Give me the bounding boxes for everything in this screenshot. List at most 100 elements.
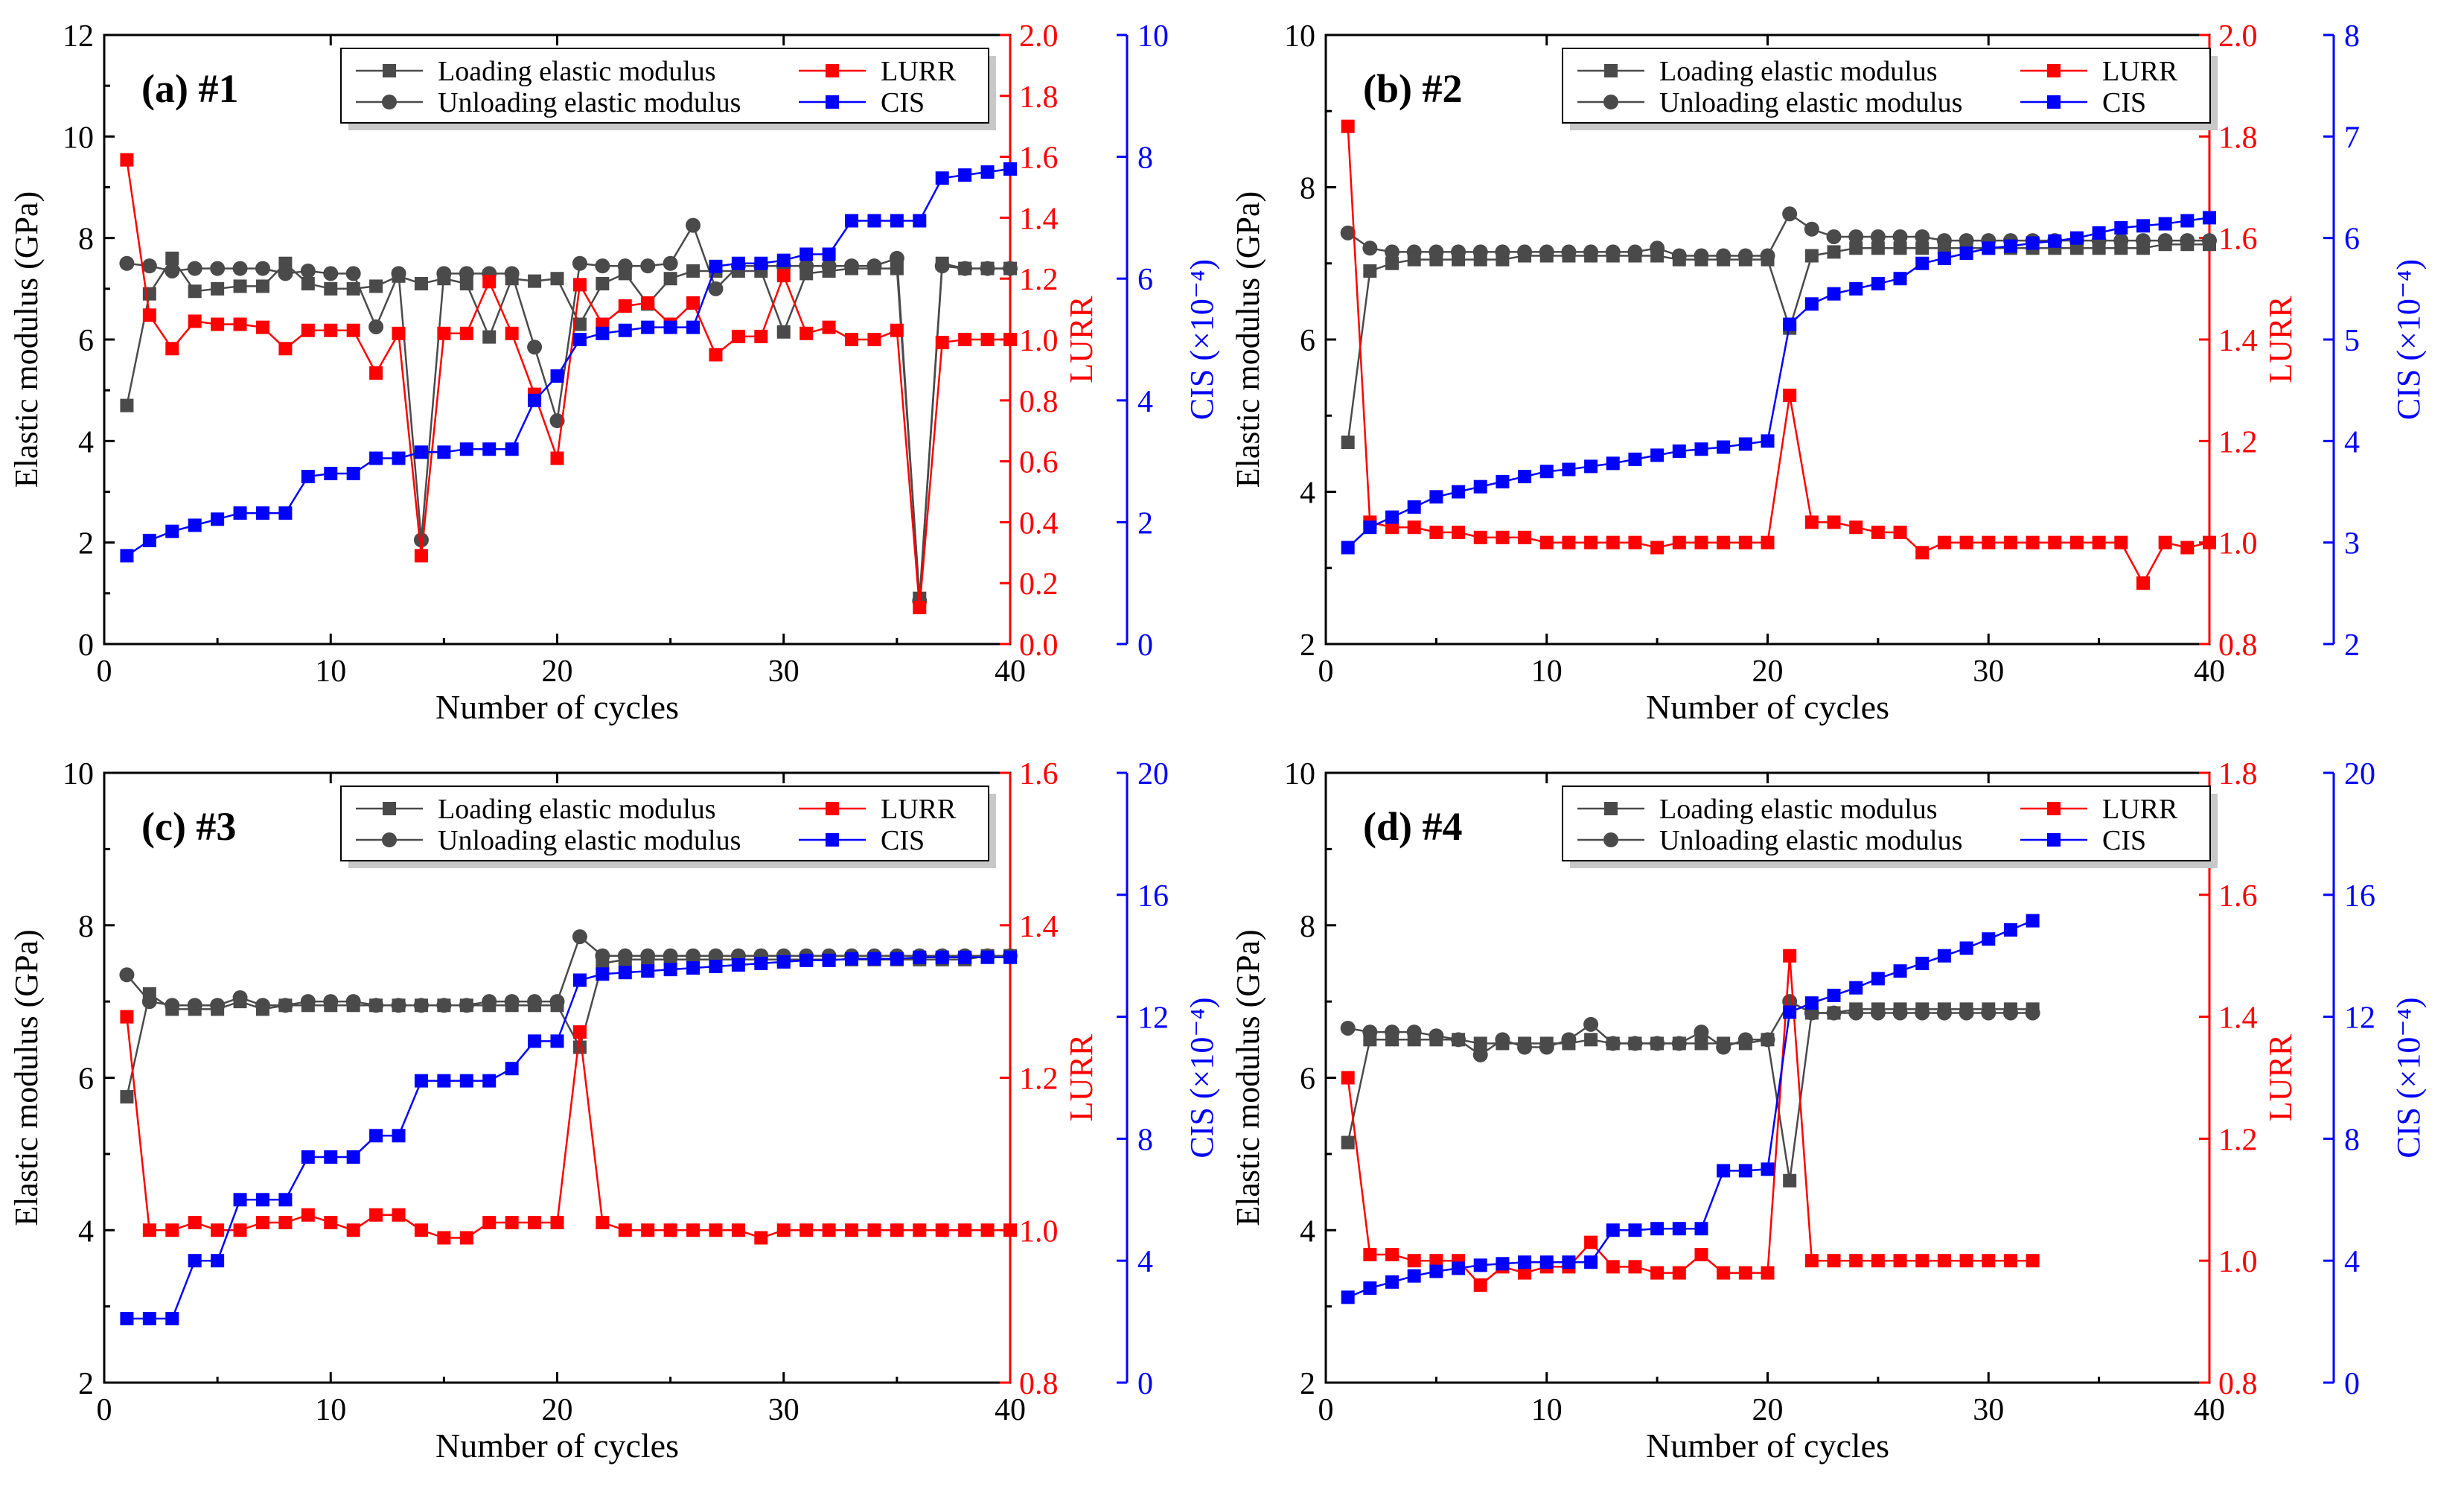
legend-label-loading: Loading elastic modulus bbox=[438, 56, 716, 87]
series-point-2 bbox=[392, 326, 406, 340]
series-point-1 bbox=[1451, 1032, 1466, 1048]
series-point-3 bbox=[550, 1034, 564, 1048]
series-point-1 bbox=[1870, 1005, 1886, 1021]
series-point-3 bbox=[799, 247, 814, 261]
series-point-3 bbox=[505, 1062, 519, 1076]
series-point-1 bbox=[640, 258, 656, 274]
series-point-1 bbox=[708, 281, 724, 296]
y-left-tick-label: 6 bbox=[1300, 324, 1315, 358]
series-point-2 bbox=[1539, 535, 1554, 549]
series-point-1 bbox=[2135, 233, 2151, 249]
series-point-1 bbox=[2113, 233, 2129, 249]
legend-box bbox=[1562, 48, 2211, 124]
series-point-1 bbox=[1650, 1036, 1665, 1051]
series-point-2 bbox=[1518, 1266, 1532, 1280]
cis-tick-label: 20 bbox=[1137, 757, 1169, 791]
series-point-2 bbox=[1871, 526, 1885, 540]
series-point-2 bbox=[528, 1216, 542, 1230]
x-tick-label: 30 bbox=[1973, 1393, 2004, 1427]
series-point-1 bbox=[799, 258, 814, 274]
series-point-3 bbox=[754, 256, 768, 270]
series-point-1 bbox=[572, 929, 587, 945]
series-point-3 bbox=[1650, 1222, 1665, 1236]
series-point-2 bbox=[686, 296, 700, 310]
legend-label-lurr: LURR bbox=[881, 794, 957, 825]
lurr-tick-label: 1.8 bbox=[2218, 757, 2258, 791]
lurr-tick-label: 0.8 bbox=[2218, 1367, 2258, 1401]
series-point-3 bbox=[1761, 434, 1775, 448]
series-point-2 bbox=[2026, 535, 2040, 549]
panel-label: (b) #2 bbox=[1363, 66, 1463, 111]
cis-tick-label: 7 bbox=[2344, 121, 2360, 155]
series-point-2 bbox=[1871, 1254, 1885, 1268]
series-point-1 bbox=[413, 998, 429, 1013]
cis-tick-label: 8 bbox=[2344, 19, 2360, 54]
series-point-1 bbox=[844, 258, 860, 274]
series-point-1 bbox=[934, 258, 950, 274]
x-tick-label: 0 bbox=[97, 1393, 112, 1427]
series-point-2 bbox=[1606, 535, 1620, 549]
x-axis-title: Number of cycles bbox=[435, 1427, 679, 1465]
series-point-1 bbox=[2180, 233, 2195, 249]
series-point-2 bbox=[867, 1223, 881, 1237]
series-point-1 bbox=[1650, 240, 1665, 256]
legend-label-unloading: Unloading elastic modulus bbox=[438, 87, 741, 118]
series-point-0 bbox=[459, 277, 473, 291]
series-point-3 bbox=[188, 518, 202, 532]
series-point-2 bbox=[1804, 1254, 1819, 1268]
series-point-3 bbox=[890, 952, 904, 966]
series-point-1 bbox=[345, 994, 361, 1010]
series-point-3 bbox=[2114, 221, 2128, 235]
series-point-0 bbox=[1385, 256, 1399, 270]
series-point-3 bbox=[1606, 1223, 1620, 1237]
y-left-tick-label: 6 bbox=[78, 324, 94, 358]
series-point-2 bbox=[324, 1216, 338, 1230]
lurr-tick-label: 0.8 bbox=[1019, 385, 1059, 419]
series-point-1 bbox=[1716, 1039, 1731, 1055]
series-point-3 bbox=[1473, 479, 1487, 494]
series-point-0 bbox=[369, 279, 383, 293]
series-point-1 bbox=[663, 255, 678, 271]
series-point-3 bbox=[1385, 1275, 1399, 1289]
series-point-3 bbox=[324, 1150, 338, 1164]
series-point-3 bbox=[459, 442, 473, 456]
legend-marker-unloading bbox=[1603, 95, 1618, 109]
series-point-2 bbox=[1407, 1254, 1421, 1268]
series-point-2 bbox=[1341, 1071, 1355, 1085]
series-point-0 bbox=[188, 284, 202, 299]
series-point-3 bbox=[2180, 214, 2195, 228]
series-point-1 bbox=[980, 261, 995, 276]
series-point-3 bbox=[278, 506, 293, 520]
series-point-1 bbox=[232, 261, 248, 276]
series-point-2 bbox=[459, 326, 473, 340]
series-point-0 bbox=[324, 281, 338, 296]
series-point-1 bbox=[1583, 244, 1599, 260]
series-point-0 bbox=[278, 256, 293, 270]
cis-tick-label: 12 bbox=[2344, 1001, 2375, 1036]
series-point-2 bbox=[1562, 535, 1576, 549]
cis-tick-label: 0 bbox=[1137, 1367, 1153, 1401]
series-point-1 bbox=[1627, 244, 1643, 260]
lurr-tick-label: 1.0 bbox=[2218, 1245, 2258, 1279]
series-point-2 bbox=[324, 323, 338, 337]
series-point-2 bbox=[1738, 535, 1752, 549]
x-tick-label: 0 bbox=[1318, 1393, 1334, 1427]
series-point-2 bbox=[1606, 1260, 1620, 1274]
y-left-tick-label: 10 bbox=[63, 757, 94, 791]
series-point-1 bbox=[368, 319, 384, 334]
series-point-3 bbox=[1827, 988, 1841, 1002]
cis-tick-label: 16 bbox=[1137, 879, 1169, 914]
series-point-0 bbox=[1341, 1135, 1355, 1150]
x-axis-title: Number of cycles bbox=[1646, 1427, 1889, 1465]
series-point-2 bbox=[867, 333, 881, 346]
legend-label-lurr: LURR bbox=[2102, 794, 2178, 825]
series-point-3 bbox=[301, 470, 315, 484]
series-point-2 bbox=[890, 1223, 904, 1237]
series-point-1 bbox=[821, 258, 837, 274]
series-point-2 bbox=[2180, 541, 2195, 555]
cis-tick-label: 3 bbox=[2344, 527, 2360, 561]
lurr-tick-label: 1.4 bbox=[1019, 910, 1059, 944]
panel-label: (d) #4 bbox=[1363, 804, 1463, 849]
series-point-3 bbox=[2003, 239, 2017, 253]
series-point-3 bbox=[1584, 1255, 1598, 1269]
